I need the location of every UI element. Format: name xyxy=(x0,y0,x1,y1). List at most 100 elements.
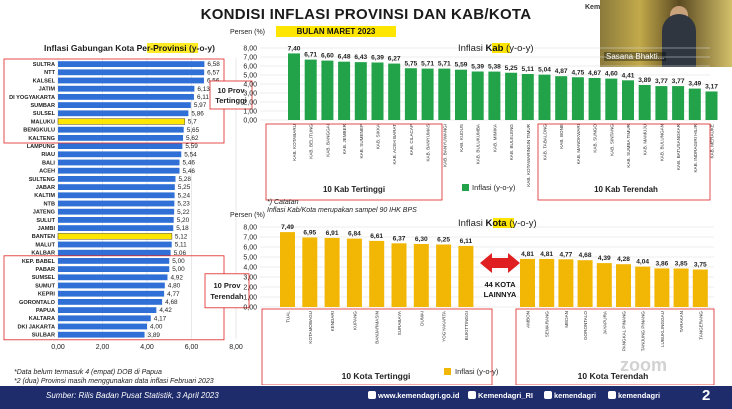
kab-value-label: 5,71 xyxy=(421,61,434,68)
kab-bottom10-box xyxy=(537,123,711,201)
province-category-label: BANTEN xyxy=(32,234,55,240)
province-bar xyxy=(58,77,204,84)
province-x-tick: 2,00 xyxy=(96,344,110,351)
kab-value-label: 5,04 xyxy=(538,67,551,74)
kota-legend-label: Inflasi (y-o-y) xyxy=(455,367,499,376)
kab-value-label: 6,39 xyxy=(371,54,384,61)
footer-facebook[interactable]: Kemendagri_RI xyxy=(468,391,533,400)
kab-bar xyxy=(538,74,551,120)
footer-twitter-text: kemendagri xyxy=(554,391,597,400)
province-value-label: 5,22 xyxy=(177,209,190,216)
province-value-label: 5,86 xyxy=(191,110,204,117)
province-value-label: 5,28 xyxy=(178,176,191,183)
kab-bar xyxy=(388,63,401,120)
kota-value-label: 4,04 xyxy=(636,259,649,266)
kab-category-label: KAB. BULUKUMBA xyxy=(476,123,481,164)
province-value-label: 5,00 xyxy=(172,266,185,273)
kota-bottom10-label: 10 Kota Terendah xyxy=(578,371,649,381)
kab-bar xyxy=(622,80,634,120)
kab-title-part: Inflasi xyxy=(458,43,485,54)
kab-category-label: KAB. TABALONG xyxy=(543,124,548,161)
kab-value-label: 6,71 xyxy=(304,52,317,59)
province-x-tick: 4,00 xyxy=(140,344,154,351)
province-top10-label: 10 Prov xyxy=(217,86,245,95)
kota-title-part: (y-o-y) xyxy=(507,218,537,229)
kota-category-label: LUBUKLINGGAU xyxy=(660,311,665,347)
video-participant-name: Sasana Bhakti... xyxy=(604,52,667,61)
province-category-label: RIAU xyxy=(41,152,55,158)
province-bar xyxy=(58,307,157,313)
province-category-label: SULTENG xyxy=(29,177,55,183)
kab-category-label: KAB. SINTANG xyxy=(609,124,614,156)
footer-instagram-text: kemendagri xyxy=(618,391,661,400)
kab-bar xyxy=(705,91,718,120)
kab-title-highlight: Kab xyxy=(485,43,503,54)
province-category-label: KALSEL xyxy=(33,78,56,84)
province-bottom10-label: Terendah xyxy=(210,292,244,301)
kota-title: Inflasi Kota (y-o-y) xyxy=(458,218,537,229)
kota-category-label: BUKITTINGGI xyxy=(464,311,469,340)
province-bar xyxy=(58,290,165,297)
kota-value-label: 3,75 xyxy=(694,262,707,269)
province-bar xyxy=(58,151,182,158)
footer-twitter[interactable]: kemendagri xyxy=(544,391,596,400)
province-category-label: SUMUT xyxy=(35,283,55,289)
province-category-label: KEP. BABEL xyxy=(22,259,56,265)
footer-website-text: www.kemendagri.go.id xyxy=(378,391,460,400)
video-thumbnail[interactable]: Sasana Bhakti... xyxy=(600,0,732,67)
kota-category-label: TANGERANG xyxy=(698,311,703,340)
province-chart-title: Inflasi Gabungan Kota Per-Provinsi (y-o-… xyxy=(44,43,215,53)
kab-bar xyxy=(288,53,300,120)
footnotes: *Data belum termasuk 4 (empat) DOB di Pa… xyxy=(14,368,214,386)
kota-top10-box xyxy=(261,308,493,385)
kota-legend-swatch xyxy=(444,368,451,375)
province-bar xyxy=(57,233,173,240)
province-value-label: 3,89 xyxy=(148,332,161,339)
province-bar xyxy=(58,159,180,166)
province-value-label: 4,42 xyxy=(159,307,172,314)
kab-value-label: 6,43 xyxy=(354,54,367,61)
kab-bar xyxy=(455,69,467,120)
kota-category-label: JAYAPURA xyxy=(602,310,607,335)
page-title: KONDISI INFLASI PROVINSI DAN KAB/KOTA xyxy=(200,6,532,23)
province-value-label: 5,7 xyxy=(188,119,197,126)
province-category-label: PAPUA xyxy=(36,308,55,314)
kab-category-label: KAB. BONE xyxy=(559,124,564,149)
kota-category-label: KOTAMOBAGU xyxy=(308,311,313,344)
facebook-icon xyxy=(468,391,476,399)
kab-bar xyxy=(571,77,584,120)
kota-value-label: 6,30 xyxy=(415,236,428,243)
kota-y-tick: 4,00 xyxy=(243,265,257,272)
kota-y-tick: 2,00 xyxy=(243,285,257,292)
kota-value-label: 7,49 xyxy=(281,224,294,231)
kab-y-tick: 2,00 xyxy=(243,100,257,107)
province-bar xyxy=(58,61,205,67)
province-value-label: 6,57 xyxy=(207,69,220,76)
kota-value-label: 4,68 xyxy=(579,252,592,259)
kota-bar xyxy=(692,269,708,307)
province-bar xyxy=(58,126,184,133)
footer-website[interactable]: www.kemendagri.go.id xyxy=(368,391,459,400)
province-bar xyxy=(58,274,168,281)
province-value-label: 6,13 xyxy=(197,86,210,93)
province-value-label: 5,18 xyxy=(176,225,189,232)
kota-category-label: SURABAYA xyxy=(397,310,402,335)
kota-category-label: PANGKAL PINANG xyxy=(622,311,627,352)
kab-category-label: KAB. JEMBER xyxy=(342,123,347,154)
footer-instagram[interactable]: kemendagri xyxy=(608,391,660,400)
province-title-highlight-bg xyxy=(147,43,198,53)
page-subtitle: BULAN MARET 2023 xyxy=(276,26,396,37)
province-category-label: MALUT xyxy=(35,242,55,248)
kab-y-tick: 7,00 xyxy=(243,55,257,62)
kota-y-tick: 1,00 xyxy=(243,295,257,302)
province-value-label: 4,92 xyxy=(170,274,183,281)
kota-y-tick: 0,00 xyxy=(243,305,257,312)
kab-bar xyxy=(371,62,384,120)
province-value-label: 5,62 xyxy=(186,135,199,142)
kab-title-highlight-bg xyxy=(492,43,510,53)
kab-value-label: 5,71 xyxy=(438,61,451,68)
province-bar xyxy=(58,282,165,289)
kab-bar xyxy=(638,84,651,120)
province-top10-tag xyxy=(209,80,253,110)
kab-top10-label: 10 Kab Tertinggi xyxy=(323,185,385,194)
